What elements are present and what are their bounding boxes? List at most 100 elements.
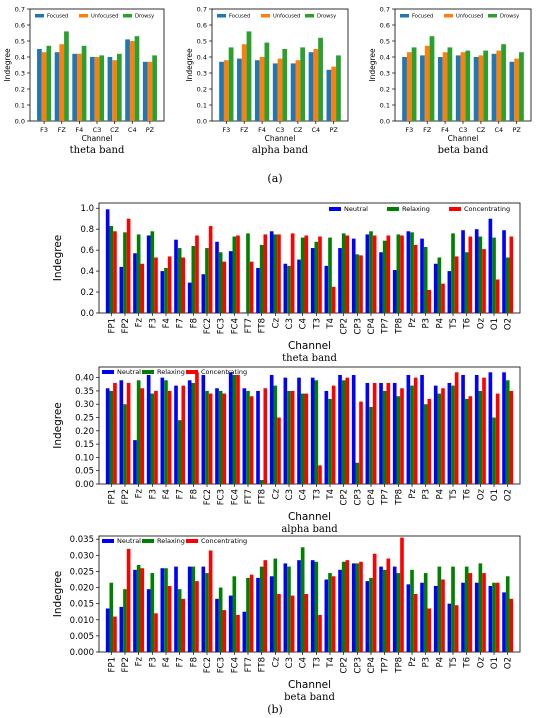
bar [201, 566, 206, 652]
bar [123, 589, 127, 652]
chart-4: 0.0 0.2 0.4 0.6 0.8 1.0 FP1 FP2 Fz F3 F4 F7 F8 FC2 FC3… [52, 202, 521, 364]
bar [496, 50, 502, 121]
bar [304, 393, 309, 484]
bar [447, 603, 452, 652]
bar [433, 385, 438, 484]
x-tick-label: CP2 [340, 318, 350, 334]
x-tick-label: FC2 [203, 318, 213, 334]
bar [147, 61, 153, 121]
x-axis-label: Channel [448, 134, 479, 143]
bar [46, 45, 52, 121]
bar [142, 61, 148, 121]
y-tick-label: 0.7 [380, 5, 390, 13]
bar [369, 577, 373, 652]
x-axis-label: Channel [288, 340, 331, 352]
y-tick-label: 0.5 [197, 37, 207, 45]
x-tick-label: FP2 [121, 318, 131, 333]
legend-entry: Focused [47, 14, 68, 20]
bar [304, 235, 309, 313]
bar [297, 560, 301, 652]
x-tick-label: Oz [476, 488, 486, 500]
bar [94, 57, 100, 121]
bar [359, 401, 363, 484]
x-tick-label: P3 [422, 318, 432, 329]
bar [451, 566, 455, 652]
bar [277, 234, 281, 313]
bar [351, 238, 356, 313]
bar [290, 390, 295, 484]
bar [249, 574, 254, 652]
bar [451, 233, 455, 313]
x-tick-label: P4 [435, 657, 445, 668]
x-tick-label: FT7 [244, 318, 254, 333]
bar [478, 563, 483, 652]
bar [474, 229, 479, 313]
bar [287, 390, 291, 484]
bar [277, 58, 283, 121]
bar [297, 259, 301, 313]
bar [191, 245, 196, 313]
bar [136, 380, 141, 484]
bar [331, 286, 336, 313]
bar [454, 256, 459, 313]
bar [427, 398, 432, 484]
bar [154, 257, 158, 313]
legend-entry: Concentrating [464, 205, 510, 213]
bar [136, 234, 141, 313]
bar [413, 594, 418, 652]
bar [287, 265, 291, 313]
caption-a: (a) [267, 172, 282, 185]
x-tick-label: F8 [189, 657, 199, 667]
x-tick-label: PZ [146, 126, 155, 134]
bar [297, 377, 301, 484]
x-tick-label: C3 [93, 126, 102, 134]
bar [502, 592, 506, 652]
legend-swatch [35, 14, 44, 18]
bar [365, 382, 370, 484]
band-label: beta band [438, 145, 489, 156]
x-tick-label: TP7 [381, 489, 391, 506]
bar [461, 374, 465, 484]
bar [208, 550, 213, 652]
bar [160, 271, 165, 313]
y-axis-label: Indegree [52, 235, 64, 282]
bar [283, 263, 288, 313]
bar [464, 252, 469, 313]
y-axis-label: Indegree [368, 48, 377, 82]
bar [201, 274, 206, 313]
x-tick-label: C4 [299, 318, 309, 329]
x-tick-label: C4 [128, 126, 137, 134]
x-tick-label: F7 [176, 318, 186, 328]
bar [223, 60, 229, 121]
x-tick-label: TP8 [394, 657, 404, 674]
bar [241, 44, 247, 122]
bar [345, 377, 350, 484]
bar [208, 393, 213, 484]
bar [324, 265, 329, 313]
bar [208, 226, 213, 313]
bar [164, 568, 168, 652]
legend-entry: Unfocused [456, 14, 483, 20]
legend-swatch [261, 14, 270, 18]
bar [228, 595, 233, 652]
x-tick-label: PZ [512, 126, 521, 134]
x-tick-label: TP7 [381, 318, 391, 335]
x-tick-label: O1 [490, 489, 500, 501]
bar [509, 236, 514, 313]
x-tick-label: T3 [312, 489, 322, 501]
bar [215, 598, 219, 652]
bar [355, 254, 360, 313]
bar [290, 63, 296, 121]
bar [492, 417, 496, 484]
x-tick-label: F7 [176, 657, 186, 667]
y-tick-label: 0.40 [75, 374, 94, 384]
bar [232, 236, 237, 313]
x-tick-label: O1 [490, 318, 500, 330]
bar [509, 390, 514, 484]
x-tick-label: CP4 [367, 489, 377, 505]
bar [283, 563, 288, 652]
bar [345, 235, 350, 313]
bar [259, 244, 264, 313]
x-tick-label: C4 [299, 657, 309, 668]
bar [328, 573, 332, 652]
